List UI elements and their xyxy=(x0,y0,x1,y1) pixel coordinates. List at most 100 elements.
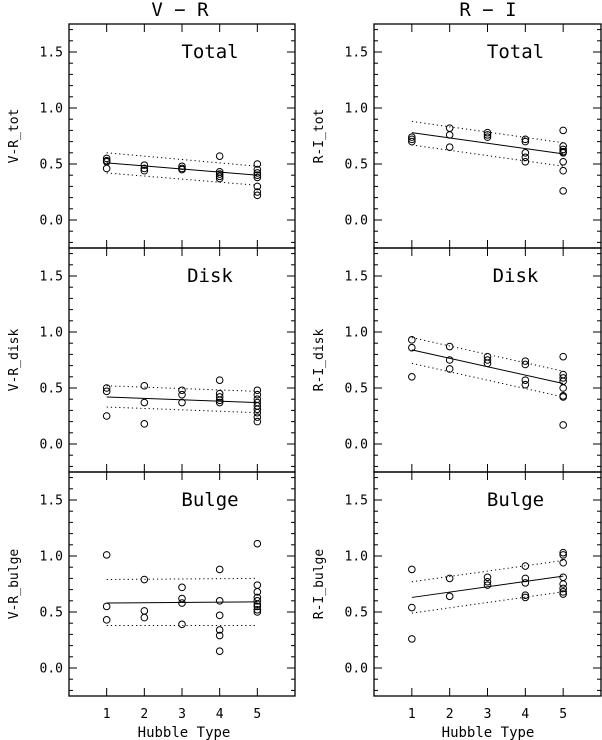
y-axis-label: R-I_disk xyxy=(312,329,327,392)
data-point xyxy=(559,584,567,593)
data-point xyxy=(445,356,454,364)
data-point xyxy=(408,343,416,352)
data-point xyxy=(521,579,530,587)
data-point xyxy=(215,174,224,183)
x-tick-label: 3 xyxy=(484,707,492,722)
data-point xyxy=(253,408,262,417)
y-tick-label: 0.0 xyxy=(40,438,63,453)
data-point xyxy=(215,398,224,407)
data-point xyxy=(559,149,567,157)
data-point xyxy=(559,374,567,382)
data-point xyxy=(559,580,567,588)
data-point xyxy=(559,352,567,361)
data-point xyxy=(559,384,567,392)
data-point xyxy=(253,588,262,596)
data-point xyxy=(408,565,416,574)
data-point xyxy=(521,135,530,144)
data-point xyxy=(140,381,149,390)
data-point xyxy=(253,160,262,168)
data-point xyxy=(178,599,186,607)
data-point xyxy=(521,376,530,384)
y-tick-label: 1.0 xyxy=(40,326,63,341)
data-point xyxy=(253,539,262,548)
data-point xyxy=(408,635,416,643)
data-point xyxy=(253,191,262,200)
data-point xyxy=(408,373,416,381)
data-point xyxy=(408,336,416,344)
data-point xyxy=(559,558,567,567)
data-point xyxy=(140,161,149,169)
x-tick-label: 4 xyxy=(521,707,529,722)
data-point xyxy=(483,577,492,586)
panel-title: Disk xyxy=(493,265,539,287)
panel-total-vr: 0.0 0.5 1.0 1.5 Total V-R_tot xyxy=(7,23,296,249)
data-point xyxy=(140,607,149,615)
data-point xyxy=(215,626,224,634)
data-point xyxy=(521,153,530,162)
data-point xyxy=(408,137,416,146)
data-point xyxy=(445,592,454,601)
data-point xyxy=(215,152,224,160)
data-point xyxy=(445,124,454,132)
band-upper-line xyxy=(411,559,564,583)
data-point xyxy=(483,573,492,582)
panel-total-ri: 0.0 0.5 1.0 1.5 Total R-I_tot xyxy=(312,23,602,249)
data-point xyxy=(559,548,567,557)
data-point xyxy=(178,594,186,603)
y-tick-label: 1.0 xyxy=(345,102,368,117)
data-point xyxy=(483,131,492,139)
data-point xyxy=(559,157,567,166)
band-upper-line xyxy=(106,152,258,167)
band-lower-line xyxy=(411,144,564,167)
data-point xyxy=(408,133,416,141)
data-point xyxy=(559,126,567,135)
data-point xyxy=(253,605,262,614)
y-tick-label: 0.0 xyxy=(40,214,63,229)
data-point xyxy=(102,384,111,392)
data-point xyxy=(559,551,567,559)
y-tick-label: 1.5 xyxy=(40,270,63,285)
panel-disk-vr: 0.0 0.5 1.0 1.5 Disk V-R_disk xyxy=(7,247,296,473)
data-point xyxy=(253,171,262,179)
data-point xyxy=(559,187,567,195)
y-tick-label: 0.5 xyxy=(345,382,368,397)
y-axis-label: V-R_bulge xyxy=(7,549,22,620)
y-tick-label: 1.5 xyxy=(345,494,368,509)
band-lower-line xyxy=(411,591,564,614)
data-point xyxy=(521,380,530,389)
data-point xyxy=(253,390,262,399)
data-point xyxy=(559,573,567,582)
x-tick-label: 2 xyxy=(446,707,454,722)
data-point xyxy=(483,359,492,368)
data-point xyxy=(521,360,530,369)
x-tick-label: 3 xyxy=(178,707,186,722)
data-point xyxy=(445,574,454,583)
panel-title: Total xyxy=(181,41,238,63)
column-title-left: V − R xyxy=(151,0,209,21)
data-point xyxy=(408,135,416,144)
y-tick-label: 0.0 xyxy=(345,662,368,677)
data-point xyxy=(521,591,530,600)
band-upper-line xyxy=(106,577,258,581)
data-point xyxy=(559,166,567,175)
data-point xyxy=(521,574,530,583)
data-point xyxy=(102,154,111,163)
data-point xyxy=(140,575,149,584)
y-tick-label: 0.5 xyxy=(345,606,368,621)
data-point xyxy=(253,405,262,414)
y-axis-label: R-I_bulge xyxy=(312,549,327,620)
fit-line xyxy=(411,132,564,155)
data-point xyxy=(215,170,224,178)
data-point xyxy=(253,182,262,191)
y-tick-label: 1.5 xyxy=(40,46,63,61)
x-tick-label: 1 xyxy=(103,707,111,722)
data-point xyxy=(253,600,262,608)
data-point xyxy=(178,390,186,399)
data-point xyxy=(140,613,149,622)
panel-title: Total xyxy=(487,41,544,63)
data-point xyxy=(140,398,149,407)
band-lower-line xyxy=(106,172,258,186)
data-point xyxy=(253,169,262,177)
panels: 0.0 0.5 1.0 1.5 Total V-R_tot 0.0 0.5 1.0 1.5 Tota… xyxy=(7,23,602,722)
